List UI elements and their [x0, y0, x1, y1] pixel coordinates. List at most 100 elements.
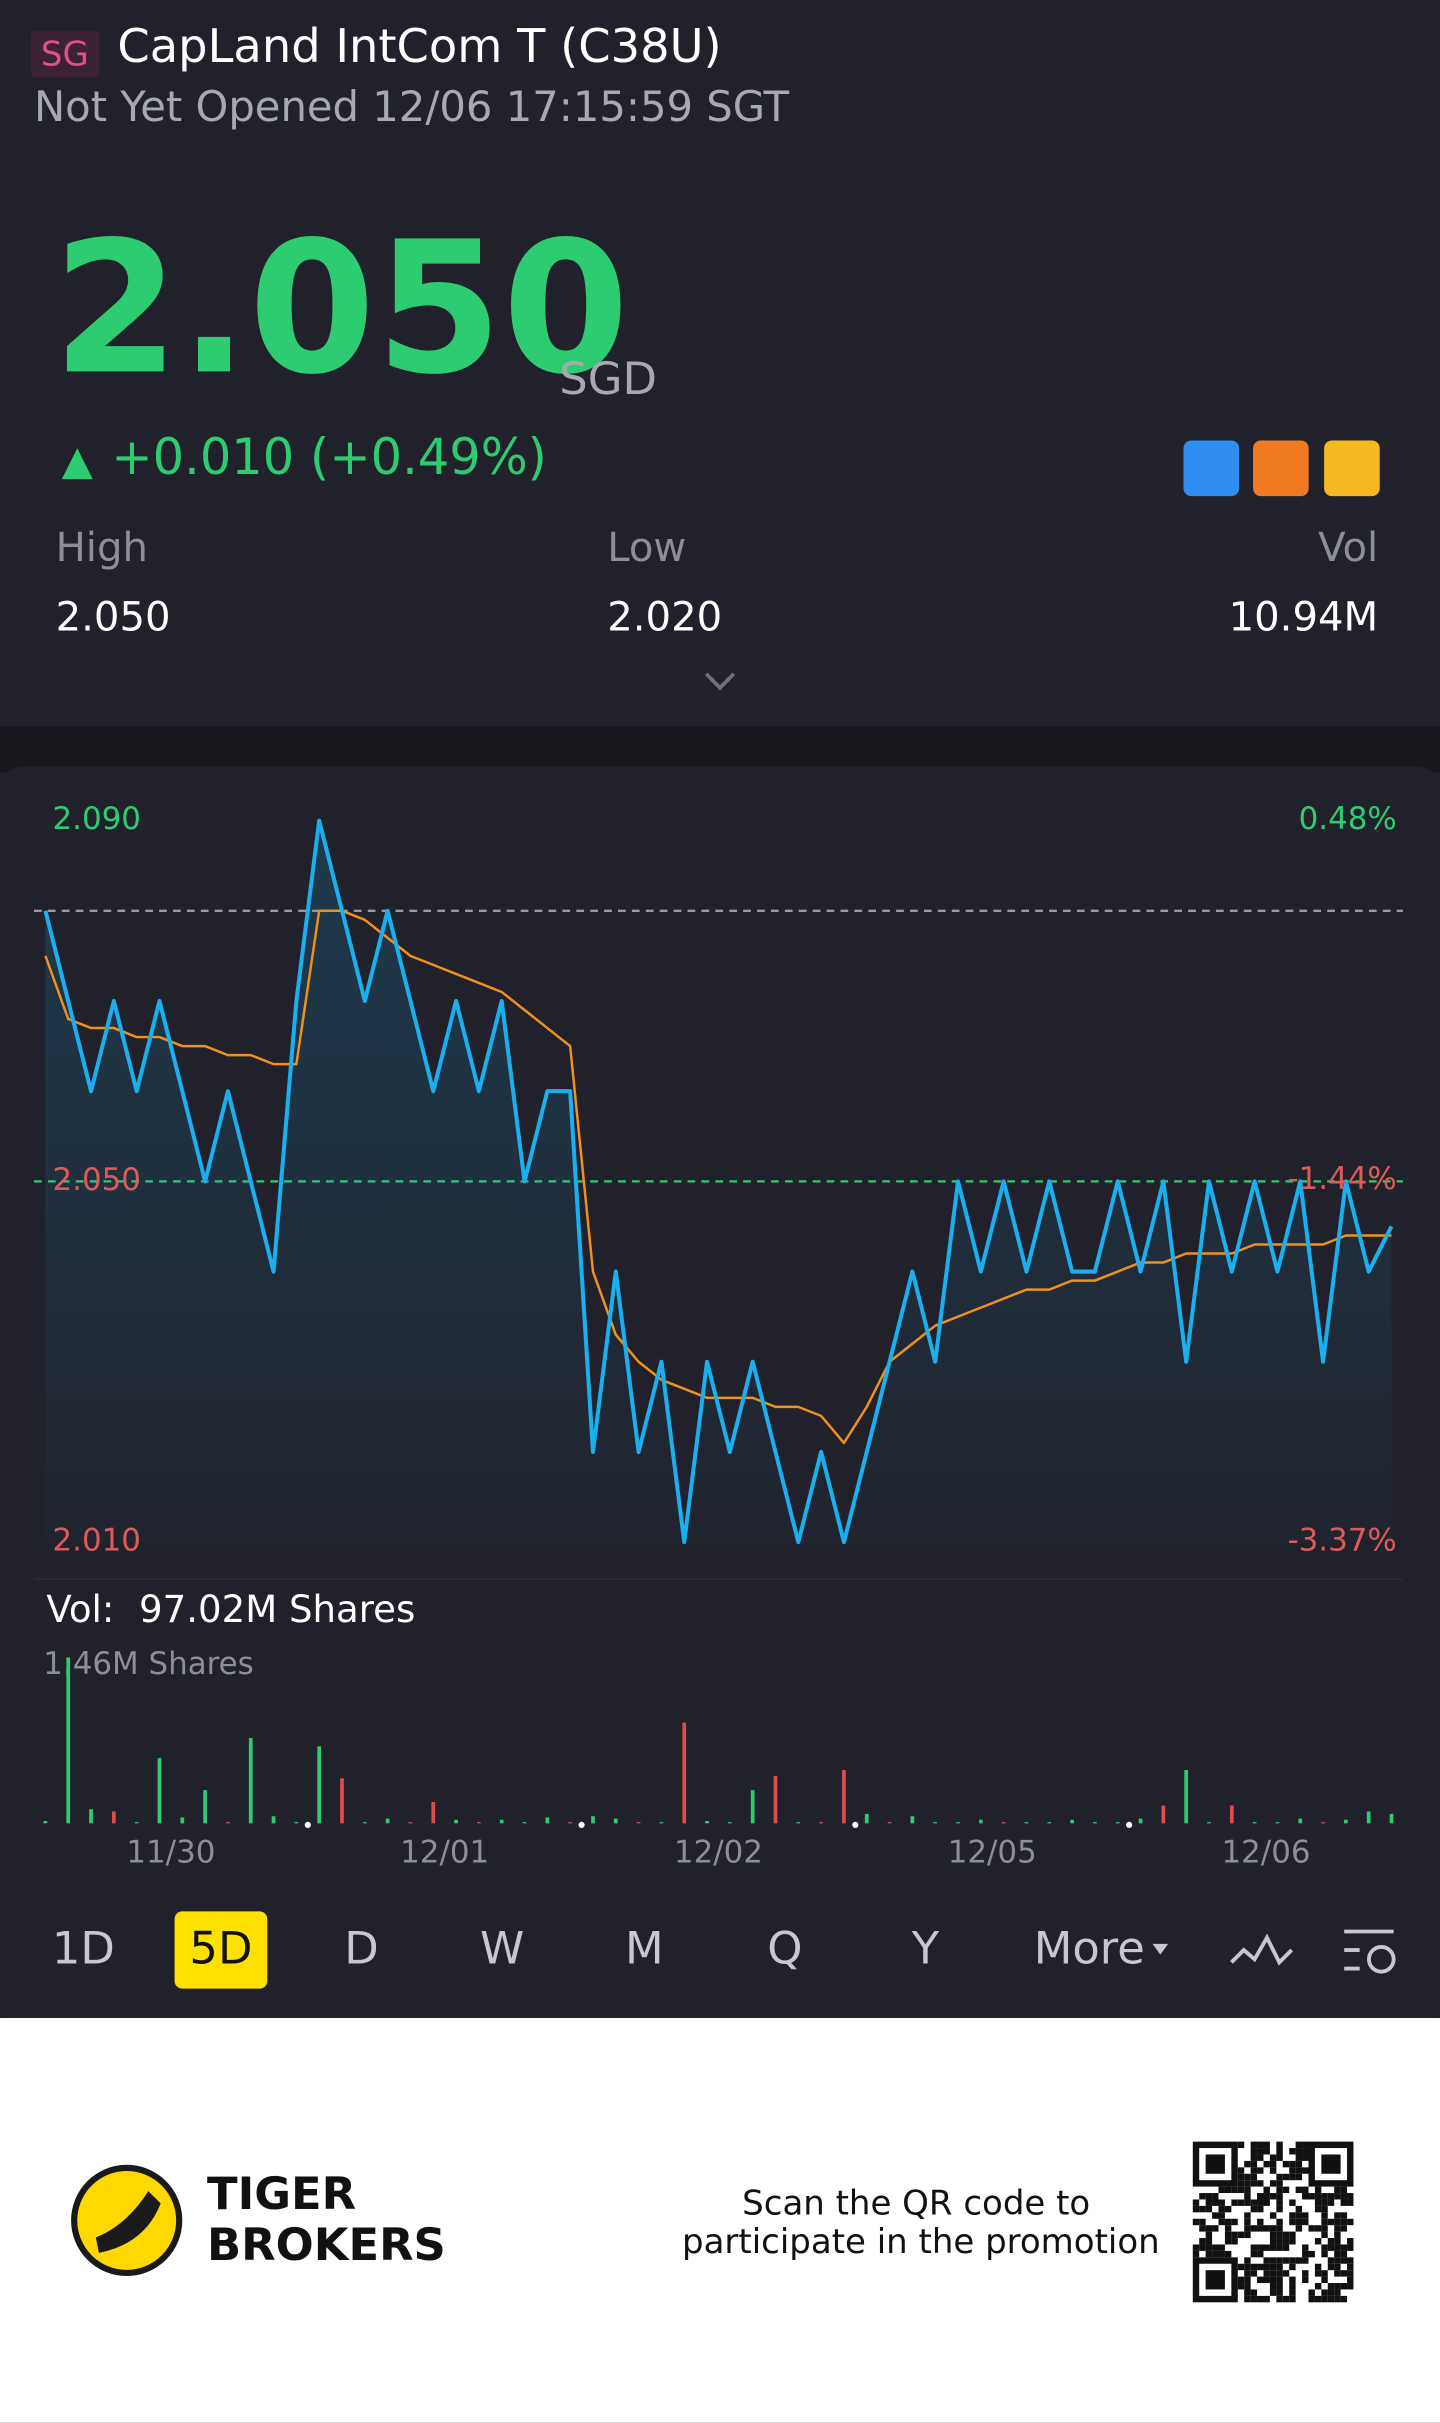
- qr-cell: [1244, 2160, 1251, 2168]
- volume-bar: [1047, 1822, 1052, 1824]
- volume-bar: [1184, 1770, 1189, 1824]
- qr-cell: [1289, 2238, 1296, 2245]
- qr-cell: [1302, 2218, 1309, 2226]
- qr-cell: [1257, 2276, 1264, 2284]
- qr-cell: [1263, 2295, 1270, 2303]
- qr-cell: [1327, 2295, 1335, 2303]
- volume-bar: [408, 1822, 413, 1824]
- qr-cell: [1244, 2193, 1251, 2200]
- qr-cell: [1212, 2250, 1219, 2258]
- qr-cell: [1199, 2244, 1206, 2251]
- period-button[interactable]: Q: [767, 1922, 802, 1975]
- qr-cell: [1205, 2231, 1213, 2239]
- qr-cell: [1321, 2276, 1328, 2284]
- qr-cell: [1289, 2199, 1296, 2206]
- volume-bar: [66, 1657, 71, 1824]
- expand[interactable]: [704, 672, 736, 691]
- qr-cell: [1269, 2263, 1277, 2271]
- qr-cell: [1263, 2186, 1270, 2194]
- qr-cell: [1340, 2295, 1348, 2303]
- qr-cell: [1289, 2231, 1296, 2239]
- day-marker: [852, 1821, 859, 1828]
- x-tick-label: 12/05: [948, 1835, 1037, 1871]
- period-button[interactable]: More: [1034, 1922, 1145, 1975]
- promo: participate in the promotion: [682, 2222, 1160, 2262]
- price-line: [44, 909, 1392, 1445]
- stat-value: 2.050: [56, 595, 171, 641]
- qr-cell: [1289, 2148, 1296, 2155]
- y2-tick-label: -1.44%: [1287, 1161, 1396, 1197]
- qr-finder: [1192, 2257, 1238, 2303]
- qr-cell: [1347, 2276, 1354, 2284]
- volume-total: 97.02M Shares: [139, 1588, 415, 1631]
- period-button[interactable]: Y: [911, 1922, 940, 1975]
- volume-bar: [1366, 1811, 1371, 1824]
- period-button[interactable]: M: [625, 1922, 664, 1975]
- qr-cell: [1237, 2173, 1245, 2181]
- stat-label: High: [56, 525, 148, 571]
- qr-cell: [1276, 2244, 1283, 2251]
- volume-bar: [613, 1818, 618, 1824]
- qr-cell: [1237, 2199, 1245, 2206]
- qr-cell: [1250, 2263, 1258, 2271]
- period-highlight: [174, 1911, 268, 1989]
- qr-cell: [1347, 2263, 1354, 2271]
- qr-cell: [1257, 2154, 1264, 2161]
- qr-finder: [1205, 2270, 1225, 2290]
- qr-cell: [1192, 2250, 1200, 2258]
- qr-cell: [1212, 2244, 1219, 2251]
- brand: BROKERS: [207, 2218, 446, 2271]
- x-tick-label: 11/30: [126, 1835, 215, 1871]
- currency: SGD: [559, 352, 657, 405]
- qr-cell: [1237, 2180, 1245, 2187]
- icon[interactable]: [1183, 440, 1240, 497]
- qr-cell: [1250, 2160, 1258, 2168]
- qr-cell: [1340, 2212, 1348, 2219]
- qr-cell: [1269, 2270, 1277, 2277]
- volume-bar: [956, 1822, 960, 1824]
- period-button[interactable]: 5D: [189, 1922, 252, 1975]
- volume-bar: [111, 1811, 116, 1824]
- qr-cell: [1327, 2218, 1335, 2226]
- qr-finder: [1321, 2154, 1341, 2174]
- qr-cell: [1263, 2160, 1270, 2168]
- qr-cell: [1244, 2186, 1251, 2194]
- qr-cell: [1321, 2199, 1328, 2206]
- volume-bar: [1024, 1822, 1029, 1824]
- qr-cell: [1347, 2257, 1354, 2264]
- volume-bar: [659, 1822, 664, 1824]
- volume-bar: [1389, 1813, 1394, 1824]
- indicator-icon[interactable]: [1230, 1933, 1294, 1966]
- volume-bar: [89, 1809, 93, 1824]
- qr-cell: [1257, 2263, 1264, 2271]
- qr-cell: [1244, 2257, 1251, 2264]
- qr-cell: [1334, 2289, 1341, 2296]
- qr-cell: [1327, 2238, 1335, 2245]
- icon[interactable]: [1324, 440, 1380, 497]
- qr-cell: [1340, 2244, 1348, 2251]
- qr-cell: [1276, 2289, 1283, 2296]
- volume-bar: [157, 1758, 162, 1824]
- volume-bar: [1298, 1818, 1303, 1824]
- qr-cell: [1327, 2244, 1335, 2251]
- qr-cell: [1276, 2180, 1283, 2187]
- qr-cell: [1302, 2257, 1309, 2264]
- qr-cell: [1250, 2244, 1258, 2251]
- qr-cell: [1289, 2289, 1296, 2296]
- qr-cell: [1263, 2225, 1270, 2232]
- settings-icon[interactable]: [1344, 1929, 1396, 1974]
- icon[interactable]: [1253, 440, 1309, 497]
- qr-cell: [1269, 2231, 1277, 2239]
- qr-cell: [1192, 2244, 1200, 2251]
- period-button[interactable]: D: [344, 1922, 379, 1975]
- volume-bar: [203, 1790, 207, 1824]
- qr-cell: [1295, 2225, 1303, 2232]
- qr-cell: [1250, 2148, 1258, 2155]
- qr-cell: [1308, 2250, 1315, 2258]
- period-button[interactable]: 1D: [52, 1922, 115, 1975]
- qr-cell: [1244, 2263, 1251, 2271]
- qr-cell: [1321, 2225, 1328, 2232]
- stat-value: 2.020: [607, 595, 722, 641]
- qr-cell: [1334, 2283, 1341, 2290]
- period-button[interactable]: W: [480, 1922, 524, 1975]
